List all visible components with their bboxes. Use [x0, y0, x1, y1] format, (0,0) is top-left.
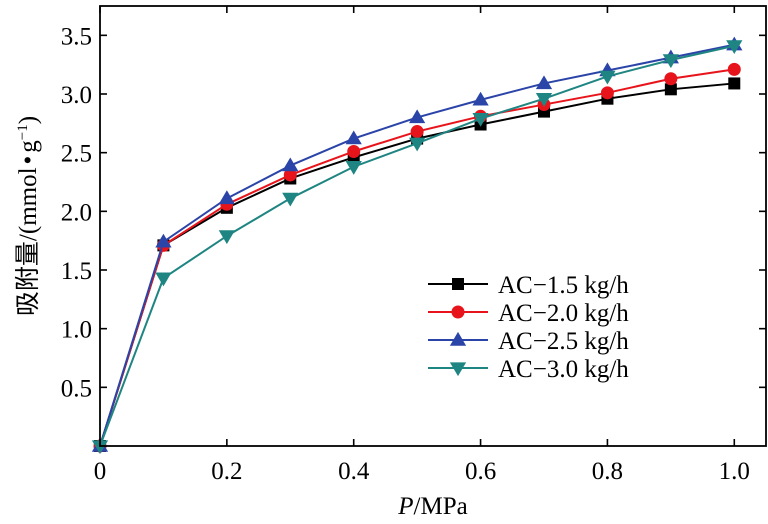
- legend-label: AC−3.0 kg/h: [498, 356, 629, 383]
- x-tick-label: 0.4: [338, 458, 370, 485]
- y-axis-label-g: g: [15, 140, 42, 153]
- legend-label: AC−1.5 kg/h: [498, 272, 629, 299]
- data-point: [218, 190, 235, 205]
- legend-entry: AC−2.0 kg/h: [428, 300, 629, 327]
- data-point: [664, 72, 678, 86]
- x-axis-label-variable: P: [397, 493, 413, 520]
- series-3: [91, 36, 743, 452]
- x-tick-label: 0.8: [592, 458, 623, 485]
- y-tick-label: 0.5: [61, 375, 92, 402]
- data-point: [345, 130, 362, 145]
- series-line: [99, 44, 735, 447]
- data-point: [409, 137, 426, 152]
- data-point: [727, 62, 741, 76]
- legend-marker: [449, 331, 467, 346]
- x-axis-label-unit: /MPa: [414, 493, 468, 520]
- y-tick-label: 3.5: [61, 23, 92, 50]
- data-point: [218, 230, 235, 245]
- data-point: [472, 91, 489, 106]
- data-point: [155, 272, 172, 287]
- data-point: [410, 125, 424, 139]
- legend-entry: AC−3.0 kg/h: [428, 356, 629, 383]
- ticks-layer: 0 0.2 0.4 0.6 0.8 1.0 0.5 1.0 1.5 2.0 2.5 3.0 3.5: [61, 6, 766, 485]
- x-tick-label: 0: [94, 458, 107, 485]
- data-point: [282, 157, 299, 172]
- y-axis-label-bullet: •: [15, 156, 42, 165]
- y-axis-label-close: ): [15, 116, 42, 124]
- data-point: [600, 86, 614, 100]
- legend: AC−1.5 kg/hAC−2.0 kg/hAC−2.5 kg/hAC−3.0 …: [428, 272, 629, 383]
- y-tick-label: 2.0: [61, 199, 92, 226]
- x-tick-label: 0.2: [211, 458, 242, 485]
- legend-entry: AC−2.5 kg/h: [428, 328, 629, 355]
- legend-marker: [452, 278, 464, 290]
- data-point: [282, 192, 299, 207]
- legend-entry: AC−1.5 kg/h: [428, 272, 629, 299]
- data-point: [728, 77, 741, 90]
- data-point: [409, 109, 426, 124]
- x-tick-label: 1.0: [719, 458, 750, 485]
- series-layer: [91, 36, 743, 455]
- data-point: [472, 112, 489, 127]
- y-tick-label: 1.0: [61, 317, 92, 344]
- data-point: [599, 70, 616, 85]
- y-tick-label: 1.5: [61, 258, 92, 285]
- data-point: [283, 168, 297, 182]
- y-tick-label: 3.0: [61, 82, 92, 109]
- x-axis-label: P/MPa: [397, 493, 467, 520]
- y-tick-label: 2.5: [61, 141, 92, 168]
- data-point: [535, 93, 553, 107]
- x-tick-label: 0.6: [465, 458, 496, 485]
- legend-marker: [449, 362, 467, 377]
- legend-label: AC−2.0 kg/h: [498, 300, 629, 327]
- data-point: [91, 440, 109, 455]
- data-point: [155, 233, 172, 248]
- data-point: [345, 161, 362, 175]
- legend-label: AC−2.5 kg/h: [498, 328, 629, 355]
- data-point: [662, 54, 679, 69]
- y-axis-label: 吸附量/(mmol • g−1): [14, 116, 42, 316]
- y-axis-label-main: 吸附量/(mmol: [14, 167, 42, 316]
- series-line: [99, 43, 735, 447]
- plot-frame: [99, 5, 767, 447]
- series-4: [91, 40, 743, 455]
- data-point: [726, 40, 743, 55]
- data-point: [347, 144, 361, 158]
- data-point: [664, 83, 677, 96]
- y-axis-label-exponent: −1: [15, 124, 31, 140]
- legend-marker: [451, 305, 465, 319]
- data-point: [535, 75, 553, 90]
